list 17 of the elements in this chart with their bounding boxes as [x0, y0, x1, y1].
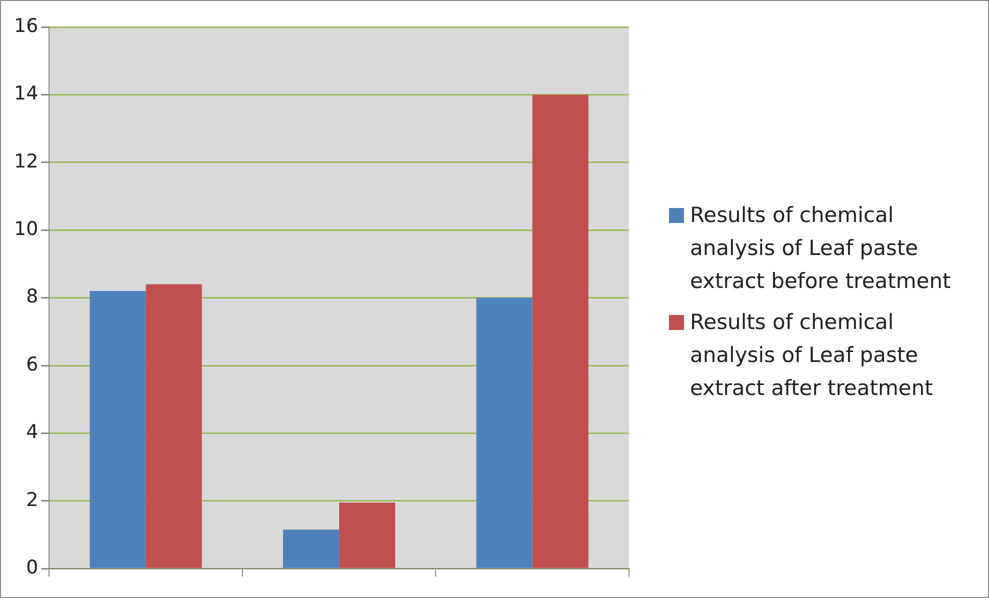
- bar: [476, 298, 532, 568]
- bar: [146, 284, 202, 568]
- y-tick-label: 2: [26, 488, 38, 511]
- bar: [339, 502, 396, 568]
- y-tick-label: 10: [14, 218, 38, 240]
- bar: [90, 291, 146, 568]
- y-tick-label: 0: [26, 556, 38, 579]
- legend-label: Results of chemical analysis of Leaf paste extract before treatment: [690, 202, 952, 295]
- y-tick-label: 8: [26, 286, 38, 308]
- legend-label: Results of chemical analysis of Leaf paste extract after treatment: [690, 309, 934, 402]
- bar: [283, 530, 340, 568]
- y-tick-label: 6: [26, 353, 38, 376]
- y-tick-label: 14: [14, 82, 38, 105]
- y-tick-label: 16: [14, 14, 38, 37]
- y-tick-label: 12: [14, 150, 38, 172]
- y-tick-label: 4: [26, 421, 38, 444]
- bar: [532, 94, 588, 568]
